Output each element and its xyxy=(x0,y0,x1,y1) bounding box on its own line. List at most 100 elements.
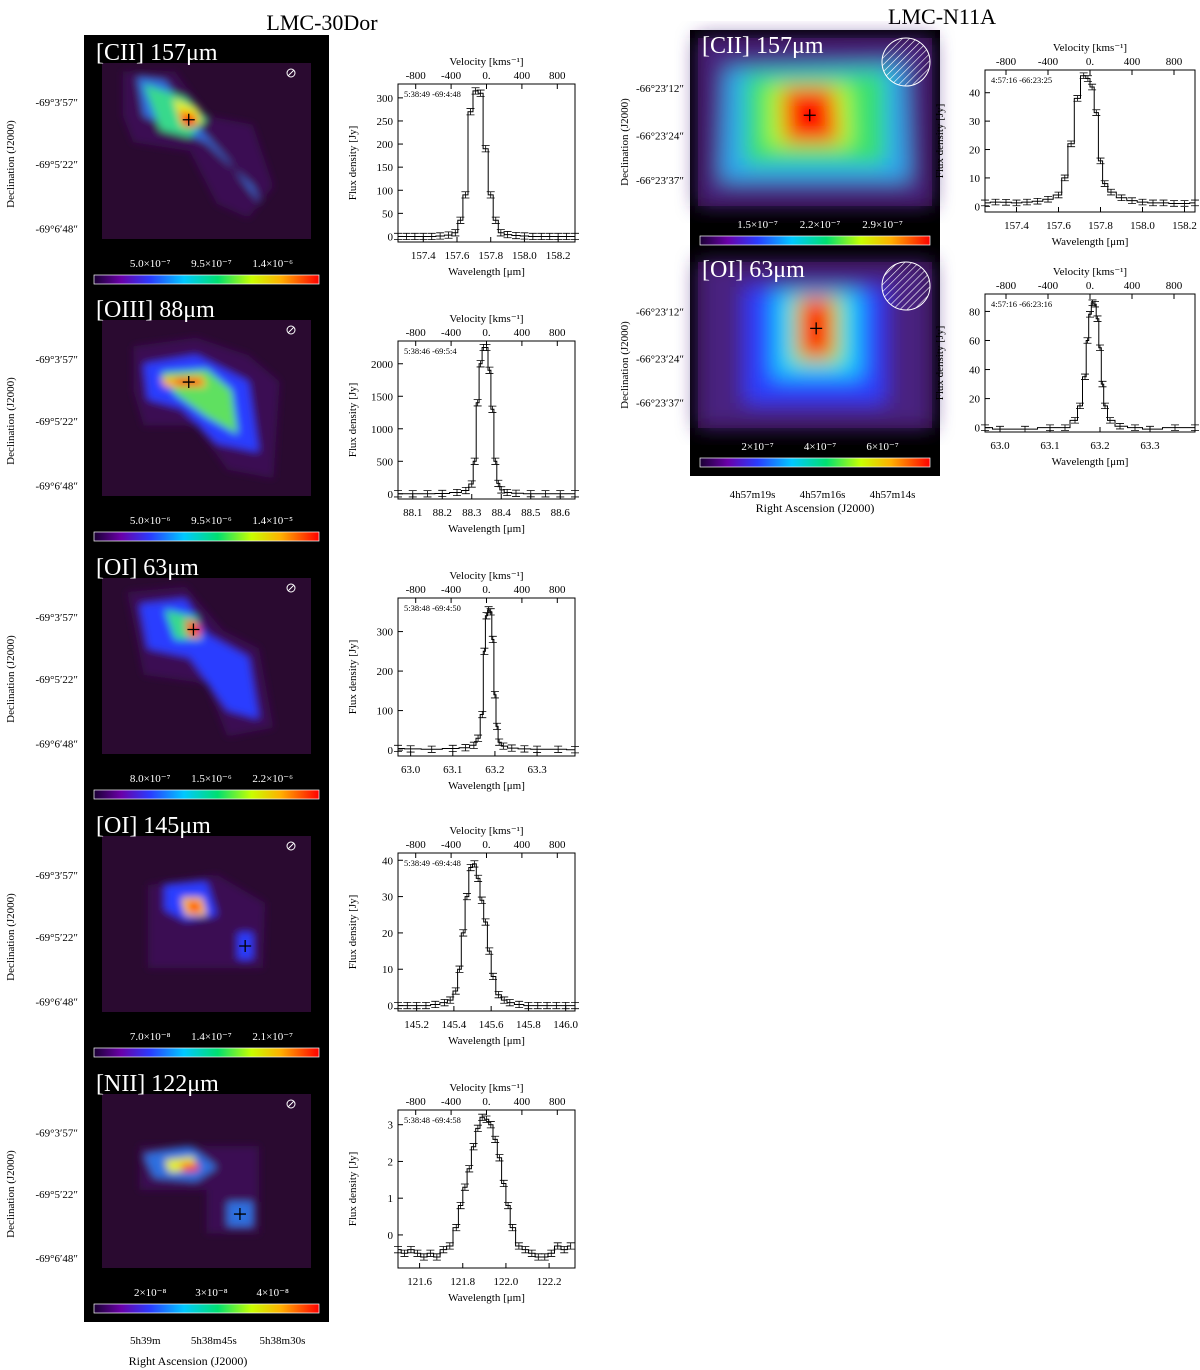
error-bar xyxy=(1079,72,1088,79)
error-bar xyxy=(469,741,478,749)
x-tick-label: 63.1 xyxy=(1040,440,1059,452)
colorbar-tick-label: 2×10⁻⁸ xyxy=(134,1287,167,1299)
error-bar xyxy=(547,1249,556,1257)
x-tick-label: 145.6 xyxy=(479,1019,504,1031)
error-bar xyxy=(462,893,471,901)
colorbar xyxy=(93,1303,320,1314)
spectrum-line xyxy=(398,347,575,495)
velocity-tick-label: -400 xyxy=(441,1096,462,1108)
error-bar xyxy=(481,918,490,926)
beam-marker xyxy=(286,68,296,78)
map-emission xyxy=(133,337,280,479)
error-bar xyxy=(533,1001,542,1010)
y-tick-label: 40 xyxy=(969,88,981,100)
panels: [CII] 157μm 5.0×10⁻⁷ 9.5×10⁻⁷ 1.4×10⁻⁶ -69°3… xyxy=(5,30,1199,1347)
peak-marker xyxy=(810,322,823,335)
error-bar xyxy=(448,744,457,753)
dec-tick-label: -69°6′48″ xyxy=(35,997,78,1009)
flux-axis-label: Flux density [Jy] xyxy=(934,326,946,401)
error-bar xyxy=(507,744,516,752)
spectrum-line xyxy=(398,1116,571,1258)
error-bar xyxy=(562,232,571,241)
error-bar xyxy=(478,1113,487,1121)
error-bar xyxy=(515,1000,524,1009)
ra-tick-label: 4h57m14s xyxy=(870,489,916,501)
error-bar xyxy=(560,1246,569,1254)
dec-tick-label: -69°3′57″ xyxy=(35,612,78,624)
x-tick-label: 88.2 xyxy=(433,507,452,519)
dec-tick-label: -66°23′12″ xyxy=(636,83,684,95)
error-bar xyxy=(482,1115,491,1123)
ra-tick-label: 5h38m30s xyxy=(260,1335,306,1347)
error-bar xyxy=(508,1224,517,1232)
x-tick-label: 63.0 xyxy=(990,440,1010,452)
y-tick-label: 1000 xyxy=(371,424,394,436)
y-tick-label: 100 xyxy=(377,706,394,718)
y-tick-label: 20 xyxy=(969,394,981,406)
colorbar-tick-label: 1.4×10⁻⁶ xyxy=(252,258,293,270)
error-bar xyxy=(456,216,465,224)
error-bar xyxy=(486,191,495,199)
error-bar xyxy=(421,1001,430,1010)
panel-n11a-oi63: [OI] 63μm 2×10⁻⁷ 4×10⁻⁷ 6×10⁻⁷ -66°23′12″ -66… xyxy=(619,254,1199,501)
beam-marker-hatch xyxy=(287,584,295,592)
beam-marker-hatch xyxy=(287,69,295,77)
error-bar xyxy=(496,229,505,237)
velocity-axis-label: Velocity [kms⁻¹] xyxy=(449,56,523,68)
error-bar xyxy=(1128,197,1136,204)
ra-axis-label-left: Right Ascension (J2000) xyxy=(129,1354,248,1368)
error-bar xyxy=(1088,83,1097,91)
error-bar xyxy=(439,1246,448,1254)
error-bar xyxy=(451,229,460,237)
error-bar xyxy=(1138,198,1147,206)
error-bar xyxy=(493,722,502,730)
colorbar xyxy=(93,274,320,285)
dec-tick-label: -69°5′22″ xyxy=(35,1189,78,1201)
x-tick-label: 157.6 xyxy=(1046,220,1071,232)
panel-n11a-cii: [CII] 157μm 1.5×10⁻⁷ 2.2×10⁻⁷ 2.9×10⁻⁷ -66°2… xyxy=(619,30,1199,254)
x-tick-label: 145.2 xyxy=(404,1019,429,1031)
dec-tick-label: -69°5′22″ xyxy=(35,159,78,171)
beam-marker-hatch xyxy=(287,1100,295,1108)
y-tick-label: 500 xyxy=(377,456,394,468)
error-bar xyxy=(474,734,483,742)
colorbar-tick-label: 4×10⁻⁷ xyxy=(804,441,837,453)
peak-marker xyxy=(182,113,195,126)
error-bar xyxy=(485,366,494,374)
error-bar xyxy=(571,490,579,498)
error-bar xyxy=(445,1242,454,1250)
error-bar xyxy=(561,1001,570,1010)
velocity-tick-label: 800 xyxy=(549,327,566,339)
dec-tick-label: -66°23′12″ xyxy=(636,307,684,319)
velocity-tick-label: 0. xyxy=(1086,280,1095,292)
error-bar xyxy=(1061,424,1069,431)
y-tick-label: 20 xyxy=(382,928,394,940)
x-tick-label: 146.0 xyxy=(553,1019,578,1031)
error-bar xyxy=(571,746,579,754)
error-bar xyxy=(1083,337,1092,344)
error-bar xyxy=(1106,417,1114,424)
error-bar xyxy=(566,1242,575,1250)
error-bar xyxy=(481,145,490,153)
error-bar xyxy=(394,1001,402,1010)
x-tick-label: 145.8 xyxy=(516,1019,541,1031)
error-bar xyxy=(413,1249,422,1257)
velocity-axis-label: Velocity [kms⁻¹] xyxy=(449,825,523,837)
y-tick-label: 2000 xyxy=(371,359,394,371)
y-tick-label: 150 xyxy=(377,162,394,174)
map-title: [OIII] 88μm xyxy=(96,297,215,323)
ra-tick-label: 5h38m45s xyxy=(191,1335,237,1347)
spectrum-chart: 145.2 145.4 145.6 145.8 146.0 0 10 20 30 40 -800 -4… xyxy=(347,825,579,1047)
velocity-tick-label: 800 xyxy=(1166,56,1183,68)
error-bar xyxy=(1081,373,1089,380)
error-bar xyxy=(1146,425,1154,433)
velocity-tick-label: 400 xyxy=(514,839,531,851)
dec-axis-label: Declination (J2000) xyxy=(5,377,17,465)
dec-axis-label: Declination (J2000) xyxy=(5,635,17,723)
beam-marker xyxy=(286,1099,296,1109)
error-bar xyxy=(571,232,579,241)
error-bar xyxy=(1086,311,1094,318)
error-bar xyxy=(412,1001,421,1010)
y-tick-label: 40 xyxy=(382,855,394,867)
